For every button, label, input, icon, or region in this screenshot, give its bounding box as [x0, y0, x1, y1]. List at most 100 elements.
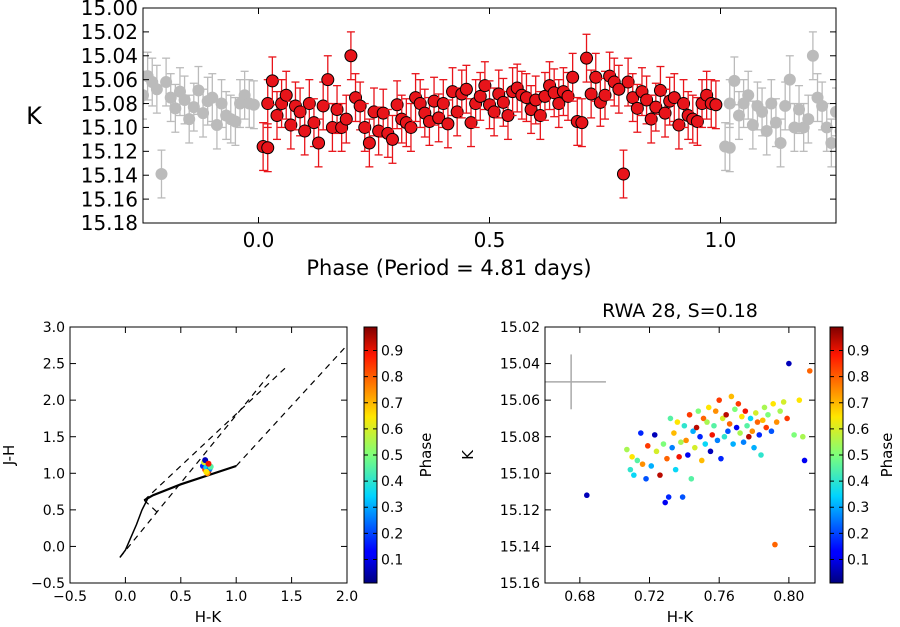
color-magnitude-points [584, 360, 813, 548]
color-magnitude-point [667, 415, 674, 422]
color-color-axes-frame [69, 326, 348, 584]
color-color-point [203, 468, 210, 475]
lightcurve-point [385, 114, 399, 164]
color-magnitude-colorbar-tick-label: 0.3 [847, 500, 869, 516]
lightcurve-point [459, 64, 473, 114]
lightcurve-xtick-label: 0.0 [243, 228, 275, 252]
color-magnitude-colorbar-tick-label: 0.6 [847, 422, 869, 438]
color-magnitude-point [758, 452, 764, 458]
lightcurve-xlabel: Phase (Period = 4.81 days) [306, 256, 591, 280]
color-magnitude-xtick-label: 0.68 [564, 589, 595, 605]
color-color-xtick-label: −0.5 [53, 589, 87, 605]
color-magnitude-panel: RWA 28, S=0.18 0.68 0.72 0.76 0.80 15.02 15.0… [459, 300, 896, 626]
lightcurve-wrap-point [247, 80, 260, 130]
lightcurve-wrap-point [63, 86, 75, 134]
lightcurve-point [612, 64, 626, 114]
lightcurve-wrap-point [844, 110, 856, 158]
color-color-ytick-label: 1.5 [43, 430, 65, 446]
lightcurve-wrap-point [890, 77, 900, 125]
lightcurve-wrap-point [774, 118, 787, 168]
color-color-colorbar-tick-label: 0.9 [381, 344, 403, 360]
lightcurve-point [709, 80, 723, 130]
color-magnitude-point [644, 443, 651, 449]
lightcurve-wrap-point [68, 76, 80, 124]
color-magnitude-ytick-label: 15.14 [500, 539, 540, 555]
color-magnitude-point [638, 430, 644, 436]
lightcurve-ytick-label: 15.00 [81, 0, 138, 20]
color-magnitude-ytick-label: 15.02 [500, 320, 540, 336]
color-magnitude-point [786, 360, 792, 367]
lightcurve-wrap-point [0, 88, 1, 136]
lightcurve-point [312, 118, 326, 168]
lightcurve-point [473, 71, 487, 121]
color-magnitude-point [657, 472, 663, 478]
color-magnitude-point [669, 444, 675, 451]
color-color-ytick-label: 0.0 [43, 539, 65, 555]
color-magnitude-ytick-label: 15.12 [500, 503, 540, 519]
color-magnitude-axes-frame [544, 326, 816, 584]
lightcurve-wrap-point [853, 81, 865, 129]
color-magnitude-colorbar-label: Phase [878, 433, 896, 478]
lightcurve-panel: 0.0 0.5 1.015.0015.0215.0415.0615.0815.101… [0, 0, 900, 280]
lightcurve-primary-points [256, 31, 723, 199]
reddening-line [143, 366, 287, 501]
color-magnitude-point [698, 457, 705, 464]
color-magnitude-point [674, 419, 681, 425]
color-magnitude-point [744, 422, 750, 429]
color-magnitude-point [732, 406, 738, 413]
color-magnitude-point [685, 452, 691, 458]
color-magnitude-point [639, 461, 646, 467]
color-magnitude-point [681, 422, 688, 429]
color-magnitude-point [768, 428, 775, 435]
color-color-ytick-label: 0.5 [43, 503, 65, 519]
lightcurve-wrap-point [150, 64, 163, 114]
color-magnitude-colorbar-tick-label: 0.1 [847, 552, 869, 568]
color-magnitude-point [697, 433, 703, 440]
lightcurve-xtick-label: 1.0 [705, 228, 737, 252]
lightcurve-xtick-label: 0.5 [474, 228, 506, 252]
color-magnitude-point [773, 419, 780, 425]
lightcurve-wrap-point [155, 149, 168, 199]
lightcurve-point [265, 56, 279, 106]
color-color-xtick-label: 0.0 [114, 589, 136, 605]
color-magnitude-ytick-label: 15.16 [500, 576, 540, 592]
color-magnitude-point [704, 419, 710, 425]
reddening-line [235, 344, 347, 467]
color-color-colorbar-label: Phase [417, 433, 435, 478]
lightcurve-point [339, 94, 353, 144]
color-magnitude-point [679, 494, 686, 500]
color-magnitude-point [801, 457, 808, 464]
color-color-xtick-label: 0.5 [170, 589, 192, 605]
color-magnitude-point [725, 428, 731, 435]
color-magnitude-point [678, 439, 684, 446]
color-magnitude-point [800, 433, 806, 440]
color-magnitude-point [665, 494, 672, 500]
color-magnitude-point [791, 432, 797, 438]
color-magnitude-xtick-label: 0.80 [773, 589, 804, 605]
lightcurve-point [575, 98, 589, 148]
color-magnitude-point [770, 401, 776, 407]
lightcurve-axes: 0.0 0.5 1.015.0015.0215.0415.0615.0815.101… [81, 0, 836, 252]
color-magnitude-colorbar-tick-label: 0.2 [847, 526, 869, 542]
lightcurve-wrap-point [3, 99, 15, 147]
color-magnitude-point [584, 492, 590, 499]
lightcurve-wrap-point [858, 95, 870, 143]
lightcurve-ytick-label: 15.10 [81, 116, 138, 140]
color-magnitude-point [695, 408, 702, 414]
lightcurve-wrap-point [187, 82, 200, 132]
color-color-axes: −0.5 0.0 0.5 1.0 1.5 2.0 −0.5 0.0 0.5 1.0 1.5 2.0 2.… [31, 320, 358, 605]
color-magnitude-point [643, 475, 649, 482]
color-magnitude-point [737, 430, 743, 436]
lightcurve-wrap-point [783, 55, 796, 105]
reddening-line [119, 374, 270, 558]
lightcurve-wrap-point [58, 74, 70, 122]
color-magnitude-point [739, 413, 745, 420]
color-magnitude-point [629, 454, 635, 460]
color-magnitude-point [784, 415, 790, 422]
color-color-colorbar-tick-label: 0.8 [381, 370, 403, 386]
lightcurve-wrap-point [862, 99, 874, 147]
lightcurve-ylabel: K [26, 102, 43, 130]
color-magnitude-point [728, 393, 735, 400]
color-magnitude-typical-error [545, 354, 606, 410]
lightcurve-point [321, 55, 335, 105]
